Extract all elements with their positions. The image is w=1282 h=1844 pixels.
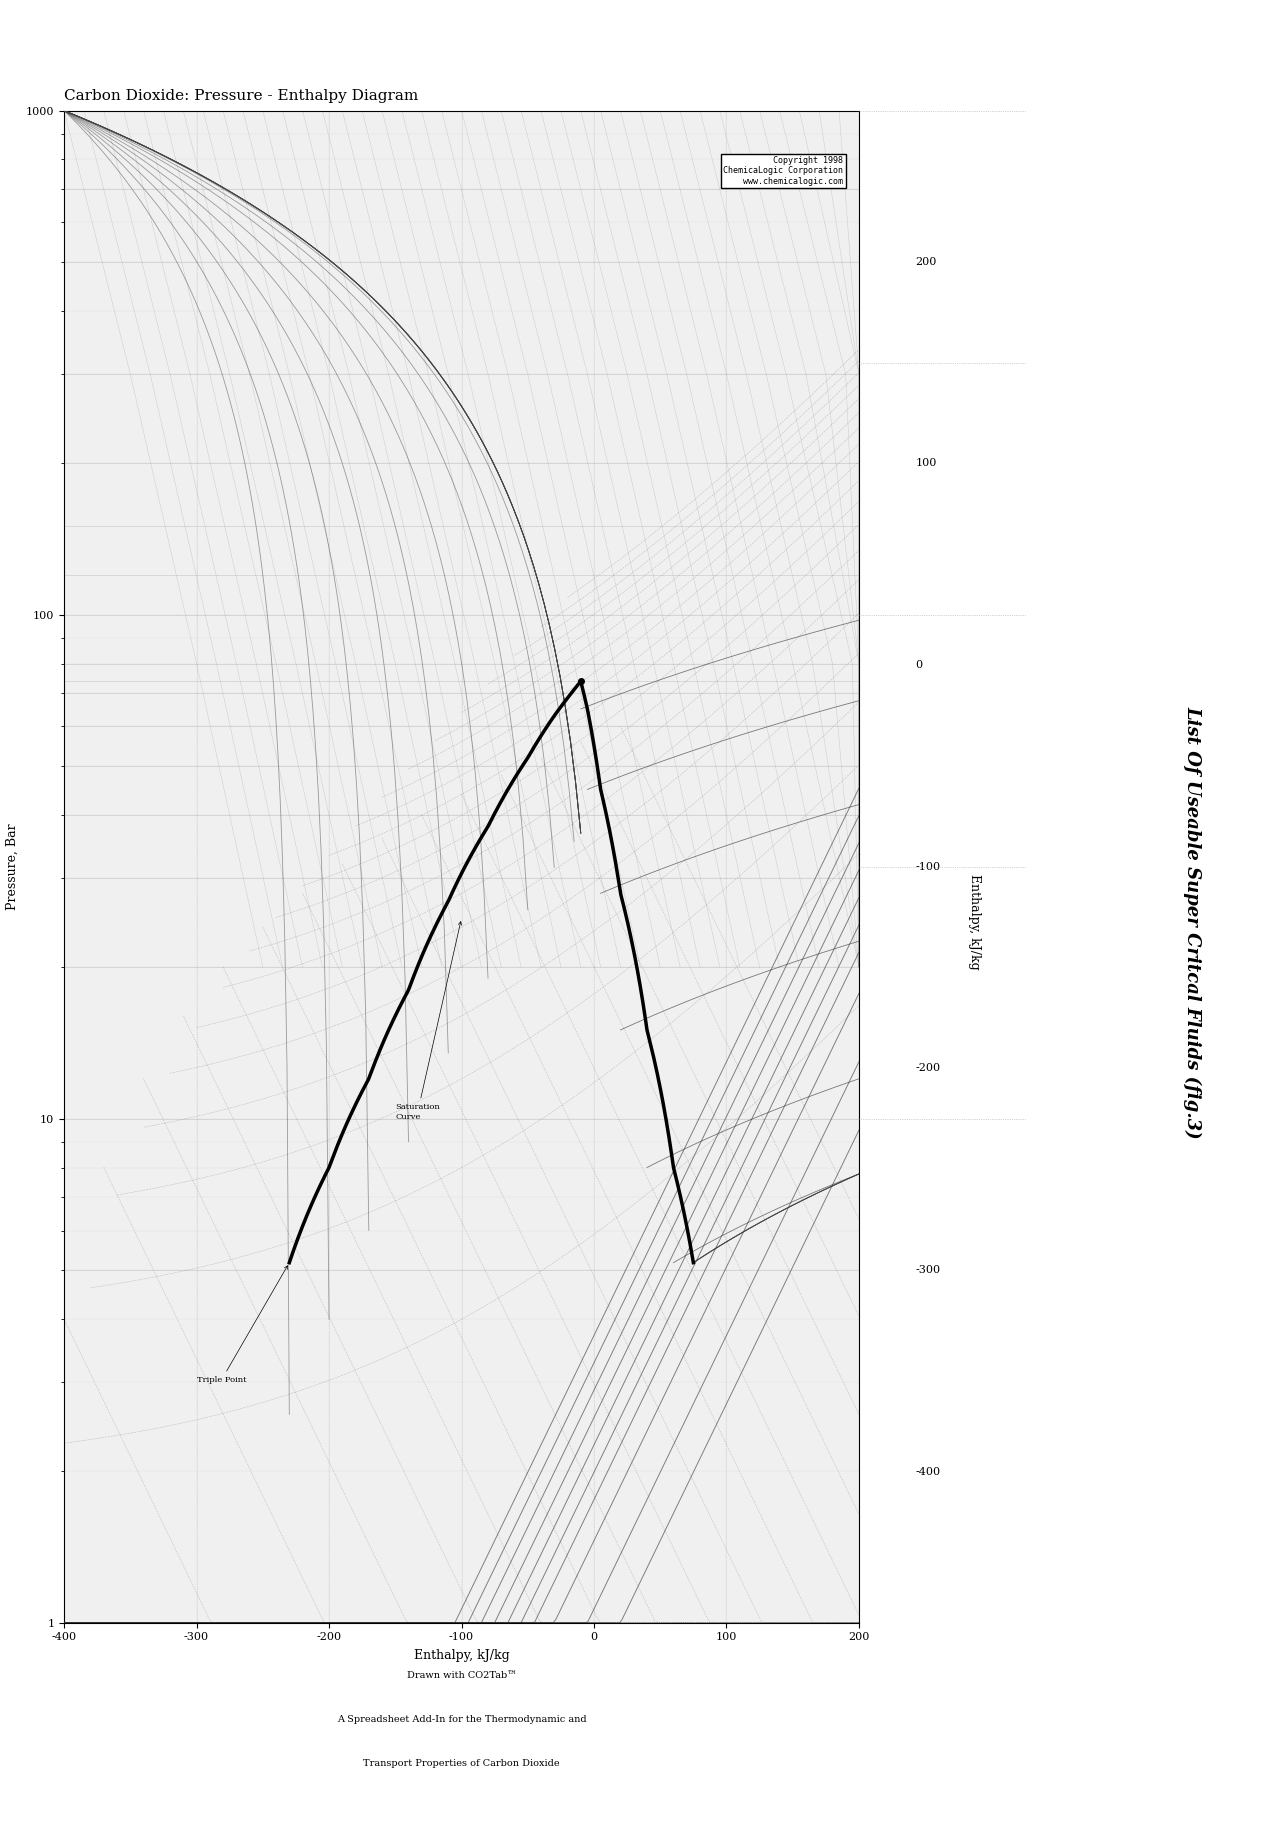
Text: Transport Properties of Carbon Dioxide: Transport Properties of Carbon Dioxide [363, 1759, 560, 1768]
X-axis label: Enthalpy, kJ/kg: Enthalpy, kJ/kg [414, 1649, 509, 1663]
Text: A Spreadsheet Add-In for the Thermodynamic and: A Spreadsheet Add-In for the Thermodynam… [337, 1715, 586, 1724]
Text: Copyright 1998
ChemicaLogic Corporation
www.chemicalogic.com: Copyright 1998 ChemicaLogic Corporation … [723, 157, 844, 186]
Text: List Of Useable Super Critcal Fluids (fig.3): List Of Useable Super Critcal Fluids (fi… [1183, 706, 1201, 1138]
Text: -100: -100 [915, 861, 941, 872]
Y-axis label: Pressure, Bar: Pressure, Bar [6, 824, 19, 909]
Text: Drawn with CO2Tab™: Drawn with CO2Tab™ [406, 1671, 517, 1680]
Text: 100: 100 [915, 459, 937, 468]
Text: 0: 0 [915, 660, 923, 669]
Text: 200: 200 [915, 256, 937, 267]
Text: Carbon Dioxide: Pressure - Enthalpy Diagram: Carbon Dioxide: Pressure - Enthalpy Diag… [64, 89, 418, 103]
Text: Triple Point: Triple Point [196, 1265, 287, 1385]
Text: -400: -400 [915, 1466, 941, 1477]
Text: -200: -200 [915, 1064, 941, 1073]
Text: -300: -300 [915, 1265, 941, 1274]
Text: Saturation
Curve: Saturation Curve [395, 922, 462, 1121]
Text: Enthalpy, kJ/kg: Enthalpy, kJ/kg [968, 874, 981, 970]
